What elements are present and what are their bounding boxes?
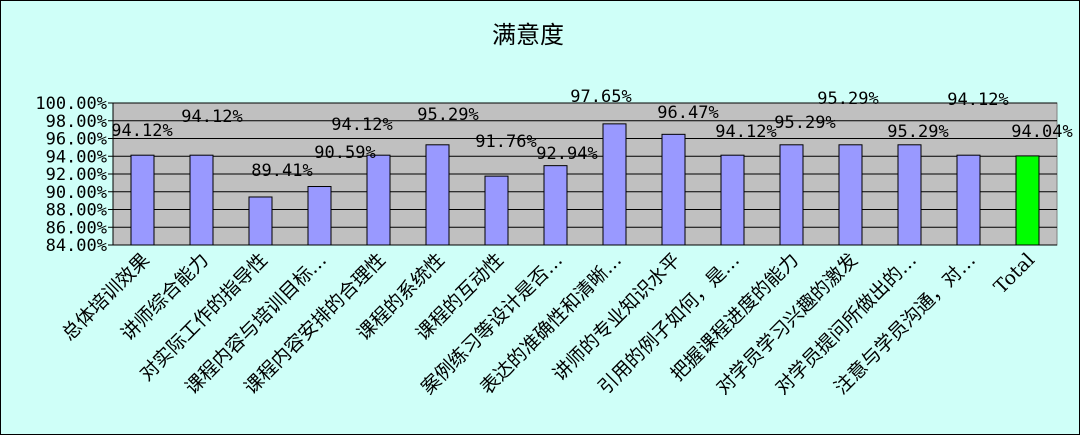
y-tick-label: 86.00% [46, 218, 107, 238]
data-label: 95.29% [417, 105, 478, 125]
bar [779, 144, 804, 246]
chart-title: 满意度 [492, 21, 564, 49]
bar [720, 154, 745, 246]
bar-total [1015, 155, 1040, 246]
bar [425, 144, 450, 246]
bar [897, 144, 922, 246]
y-tick-label: 92.00% [46, 165, 107, 185]
data-labels: 94.12%94.12%89.41%90.59%94.12% 95.29%91.7… [111, 87, 1072, 181]
data-label: 95.29% [817, 89, 878, 109]
data-label: 96.47% [657, 103, 718, 123]
bar [366, 154, 391, 246]
bar [838, 144, 863, 246]
data-label: 94.12% [181, 107, 242, 127]
data-label: 95.29% [774, 113, 835, 133]
y-tick-label: 98.00% [46, 112, 107, 132]
data-label: 97.65% [570, 87, 631, 107]
bar [484, 175, 509, 246]
bar [602, 123, 627, 246]
data-label: 94.12% [947, 90, 1008, 110]
bar [130, 154, 155, 246]
data-label: 94.04% [1011, 122, 1072, 142]
bar [956, 154, 981, 246]
bar [543, 165, 568, 246]
y-tick-label: 100.00% [35, 94, 107, 114]
data-label: 94.12% [111, 121, 172, 141]
y-tick-label: 96.00% [46, 130, 107, 150]
category-labels: 总体培训效果讲师综合能力对实际工作的指导性课程内容与培训目标…课程内容安排的合理… [58, 249, 1039, 399]
bar [189, 154, 214, 246]
bars [130, 123, 1040, 246]
data-label: 94.12% [331, 115, 392, 135]
data-label: 90.59% [314, 143, 375, 163]
bar [661, 133, 686, 246]
data-label: 95.29% [887, 122, 948, 142]
bar [307, 186, 332, 246]
data-label: 91.76% [475, 132, 536, 152]
data-label: 92.94% [536, 144, 597, 164]
y-tick-label: 88.00% [46, 201, 107, 221]
data-label: 89.41% [251, 161, 312, 181]
data-label: 94.12% [715, 122, 776, 142]
y-tick-label: 90.00% [46, 183, 107, 203]
y-tick-label: 94.00% [46, 147, 107, 167]
y-axis-ticks: 84.00%86.00%88.00%90.00%92.00%94.00%96.0… [35, 94, 107, 256]
y-tick-label: 84.00% [46, 236, 107, 256]
category-label: Total [990, 249, 1039, 298]
bar [248, 196, 273, 246]
